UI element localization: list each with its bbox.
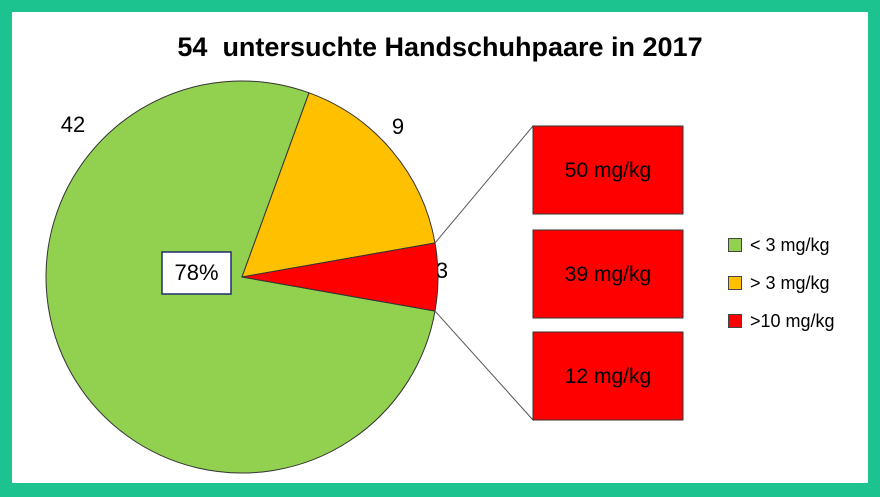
chart-canvas: 50 mg/kg 39 mg/kg 12 mg/kg 42 9 3 78%	[45, 80, 684, 474]
pie-slice-low	[45, 80, 436, 474]
breakdown-box-1-bar	[532, 125, 684, 215]
legend-swatch-low	[728, 238, 742, 252]
chart-frame: 54 untersuchte Handschuhpaare in 2017 50…	[12, 12, 868, 483]
legend-item-low: < 3 mg/kg	[728, 226, 835, 264]
breakdown-box-3: 12 mg/kg	[532, 331, 684, 421]
pie-slice-mid	[241, 92, 436, 278]
slice-label-mid: 9	[392, 114, 404, 139]
breakdown-box-1-label: 50 mg/kg	[565, 159, 651, 182]
legend-item-mid: > 3 mg/kg	[728, 264, 835, 302]
legend-item-high: >10 mg/kg	[728, 302, 835, 340]
connector-bottom	[434, 310, 534, 421]
breakdown-box-1: 50 mg/kg	[532, 125, 684, 215]
legend-label-high: >10 mg/kg	[750, 310, 835, 331]
legend-swatch-high	[728, 314, 742, 328]
slice-label-high: 3	[436, 258, 448, 283]
breakdown-box-2: 39 mg/kg	[532, 229, 684, 319]
percent-label: 78%	[174, 260, 218, 285]
legend-swatch-mid	[728, 276, 742, 290]
breakdown-box-3-label: 12 mg/kg	[565, 365, 651, 388]
breakdown-boxes: 50 mg/kg 39 mg/kg 12 mg/kg	[532, 125, 684, 421]
breakdown-connectors	[434, 125, 534, 421]
percent-label-box: 78%	[161, 251, 232, 295]
pie-slice-high	[241, 242, 439, 312]
breakdown-box-2-bar	[532, 229, 684, 319]
legend: < 3 mg/kg > 3 mg/kg >10 mg/kg	[728, 226, 835, 340]
legend-label-low: < 3 mg/kg	[750, 234, 830, 255]
slice-label-low: 42	[61, 112, 85, 137]
legend-label-mid: > 3 mg/kg	[750, 272, 830, 293]
pie	[45, 80, 439, 474]
slice-labels: 42 9 3	[61, 112, 448, 283]
breakdown-box-2-label: 39 mg/kg	[565, 263, 651, 286]
chart-title: 54 untersuchte Handschuhpaare in 2017	[177, 32, 703, 62]
connector-top	[434, 125, 534, 244]
breakdown-box-3-bar	[532, 331, 684, 421]
